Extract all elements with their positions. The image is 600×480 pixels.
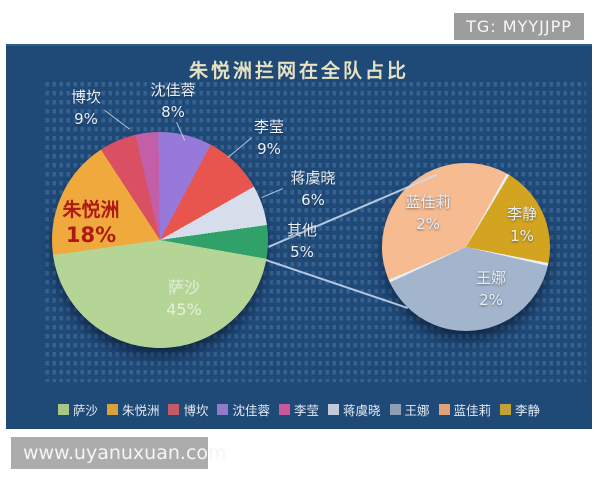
label-jiangyuxiao: 蒋虞晓 6% — [290, 169, 336, 209]
legend-label: 蒋虞晓 — [343, 403, 381, 418]
legend-label: 博坎 — [183, 403, 209, 418]
legend-swatch — [500, 404, 512, 415]
legend-label: 沈佳蓉 — [232, 403, 270, 418]
legend-item: 李莹 — [278, 400, 319, 419]
legend-swatch — [328, 404, 339, 415]
legend-swatch — [278, 404, 290, 415]
legend-swatch — [106, 404, 118, 415]
main-pie — [52, 132, 268, 348]
chart-legend: 萨沙 朱悦洲 博坎 沈佳蓉 李莹 蒋虞晓 王娜 蓝佳莉 李静 — [6, 400, 592, 419]
legend-label: 李静 — [515, 403, 541, 418]
tg-watermark-badge: TG: MYYJJPP — [454, 13, 584, 40]
label-shenjiarong: 沈佳蓉 8% — [150, 81, 196, 121]
legend-item: 蒋虞晓 — [328, 400, 381, 419]
chart-panel: 朱悦洲拦网在全队占比 博坎 9% 沈佳蓉 8% 李莹 9% 蒋虞晓 6% 其他 … — [6, 44, 592, 429]
label-zhuyuezhou: 朱悦洲 18% — [62, 199, 120, 247]
legend-item: 沈佳蓉 — [217, 400, 270, 419]
legend-label: 朱悦洲 — [121, 403, 160, 418]
legend-label: 李莹 — [293, 403, 319, 418]
legend-item: 萨沙 — [57, 400, 98, 419]
legend-item: 李静 — [500, 400, 540, 419]
label-lanjiali: 蓝佳莉 2% — [405, 193, 451, 233]
secondary-pie — [382, 163, 550, 331]
legend-item: 朱悦洲 — [106, 400, 160, 419]
legend-item: 博坎 — [168, 400, 208, 419]
label-lijing: 李静 1% — [506, 205, 537, 245]
label-liying: 李莹 9% — [253, 118, 284, 158]
legend-label: 王娜 — [404, 403, 430, 418]
legend-swatch — [389, 404, 401, 415]
legend-item: 王娜 — [389, 400, 430, 419]
legend-swatch — [438, 404, 450, 415]
legend-label: 萨沙 — [72, 403, 98, 418]
legend-item: 蓝佳莉 — [438, 400, 492, 419]
label-wangna: 王娜 2% — [475, 269, 506, 309]
label-bokan: 博坎 9% — [70, 88, 101, 128]
legend-swatch — [57, 404, 69, 415]
legend-label: 蓝佳莉 — [453, 403, 492, 418]
legend-swatch — [168, 404, 180, 415]
site-watermark: www.uyanuxuan.com — [11, 437, 227, 469]
legend-swatch — [217, 404, 229, 415]
chart-title: 朱悦洲拦网在全队占比 — [188, 60, 409, 82]
label-sasha: 萨沙 45% — [166, 278, 202, 319]
label-qita: 其他 5% — [286, 221, 317, 261]
